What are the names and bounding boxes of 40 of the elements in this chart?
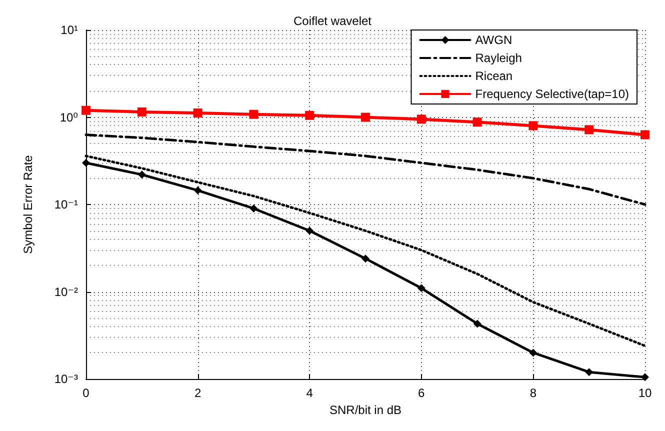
point [584,125,594,134]
point [138,170,146,179]
y-tick-label: 10⁻² [54,284,78,299]
point [473,320,482,328]
legend-label: Frequency Selective(tap=10) [475,87,630,101]
point [585,368,594,376]
point [305,110,314,120]
point [194,186,202,194]
point [417,284,426,292]
x-tick-label: 4 [306,386,314,400]
y-axis-title: Symbol Error Rate [21,154,35,254]
point [82,106,90,115]
point [249,110,258,119]
point [528,121,538,130]
point [361,112,370,122]
y-tick-label: 10⁻³ [54,372,78,386]
point [137,107,146,116]
point [416,114,426,124]
legend-label: Rayleigh [475,51,522,65]
point [529,348,538,357]
point [641,373,649,382]
legend-label: AWGN [475,33,512,47]
point [82,158,90,167]
x-tick-label: 6 [418,386,426,400]
point [306,226,314,235]
point [472,118,482,127]
y-tick-label: 10⁻¹ [54,198,78,212]
x-axis-title: SNR/bit in dB [329,402,402,417]
y-tick-label: 10⁰ [60,110,78,124]
chart-title: Coiflet wavelet [293,14,372,28]
point [193,108,202,118]
x-tick-label: 8 [530,386,537,400]
point [362,254,370,263]
x-tick-label: 0 [82,386,90,400]
x-tick-label: 2 [194,386,202,400]
x-tick-label: 10 [638,386,652,400]
y-tick-label: 10¹ [60,23,78,37]
point [250,204,258,212]
legend-label: Ricean [475,69,513,83]
point [640,130,650,140]
